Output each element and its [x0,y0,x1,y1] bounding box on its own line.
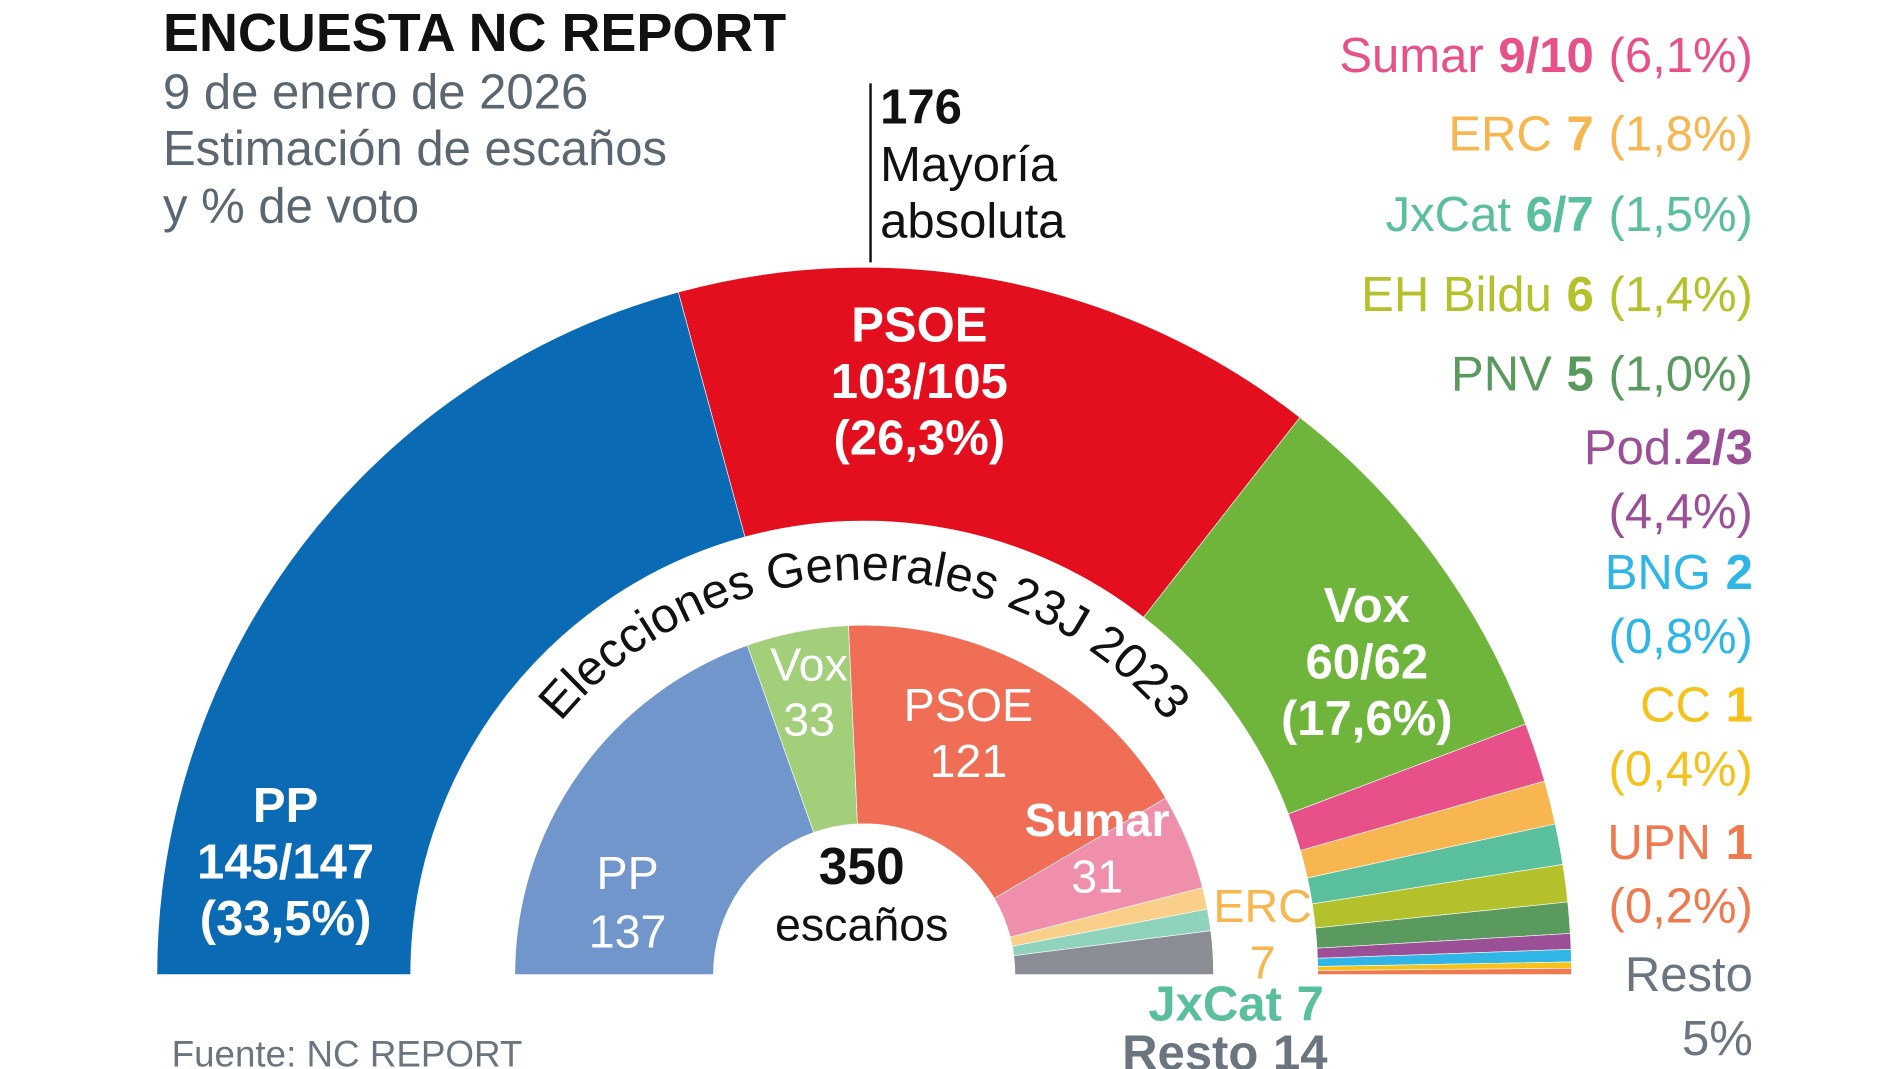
legend-pct: (0,4%) [1609,742,1753,796]
legend-name: Sumar [1339,29,1483,83]
legend-name: JxCat [1386,188,1512,242]
legend-pct: (6,1%) [1609,29,1753,83]
legend-seats: 5 [1567,348,1594,402]
legend-seats: 2/3 [1685,421,1753,475]
survey-segment [1143,416,1527,815]
legend-entry: Sumar 9/10 (6,1%) [1339,29,1753,83]
legend-rest-pct: 5% [1682,1012,1753,1066]
legend-rest: Resto [1625,948,1753,1002]
previous-label: JxCat 7 [1148,978,1323,1032]
segment-label: PSOE [851,299,987,353]
previous-name: JxCat [1148,978,1282,1032]
previous-name: Resto [1122,1027,1258,1069]
segment-label: (33,5%) [200,892,372,946]
previous-label: Vox [770,638,848,690]
legend-entry: Pod.2/3 [1584,421,1753,475]
legend-pct: (0,2%) [1609,880,1753,934]
majority-label: Mayoría [880,138,1058,192]
legend-seats: 6/7 [1526,188,1594,242]
legend-entry: BNG 2 [1605,546,1753,600]
majority-label: absoluta [880,194,1066,248]
majority-seats: 176 [880,80,962,134]
legend-name: Pod. [1584,421,1685,475]
legend-name: CC [1640,679,1711,733]
legend-entry: UPN 1 [1607,816,1752,870]
legend-name: UPN [1607,816,1711,870]
legend-entry: PNV 5 (1,0%) [1451,348,1753,402]
legend-entry: ERC 7 (1,8%) [1448,107,1753,161]
total-label: escaños [775,898,949,950]
previous-label: ERC [1213,880,1311,932]
legend-entry: JxCat 6/7 (1,5%) [1386,188,1753,242]
segment-label: Vox [1324,579,1410,633]
segment-label: 103/105 [831,355,1008,409]
previous-seats: 7 [1250,936,1276,988]
legend-seats: 1 [1726,679,1753,733]
previous-label: PSOE [904,679,1033,731]
segment-label: (17,6%) [1281,692,1453,746]
previous-seats: 14 [1273,1027,1328,1069]
legend-name: EH Bildu [1361,268,1552,322]
previous-label: PP [597,847,659,899]
subtitle: y % de voto [163,180,419,234]
source: Fuente: NC REPORT [172,1033,523,1069]
subtitle: Estimación de escaños [163,122,667,176]
legend-seats: 2 [1726,546,1753,600]
previous-segment [1013,930,1214,975]
previous-seats: 33 [783,694,835,746]
chart-title: ENCUESTA NC REPORT [163,3,786,63]
legend-pct: (0,8%) [1609,610,1753,664]
previous-segment [848,624,1167,899]
legend-pct: (1,5%) [1609,188,1753,242]
previous-segment [514,644,815,975]
previous-seats: 137 [589,906,667,958]
legend-seats: 1 [1726,816,1753,870]
legend-seats: 9/10 [1498,29,1593,83]
previous-seats: 31 [1071,850,1123,902]
legend-pct: (1,0%) [1609,348,1753,402]
previous-label: Sumar [1025,794,1170,846]
segment-label: 60/62 [1305,636,1428,690]
legend-entry: CC 1 [1640,679,1753,733]
legend-name: ERC [1448,107,1552,161]
previous-label: Resto 14 [1122,1027,1327,1069]
legend-pct: (1,4%) [1609,268,1753,322]
segment-label: PP [253,779,318,833]
segment-label: 145/147 [197,835,374,889]
survey-segment [156,291,746,975]
legend-entry: EH Bildu 6 (1,4%) [1361,268,1753,322]
survey-segment [1317,967,1572,975]
legend-name: BNG [1605,546,1711,600]
previous-seats: 7 [1297,978,1324,1032]
total-seats: 350 [819,837,905,895]
legend-seats: 6 [1567,268,1594,322]
legend-pct: (1,8%) [1609,107,1753,161]
segment-label: (26,3%) [834,411,1006,465]
survey-segment [677,267,1301,618]
legend-name: PNV [1451,348,1552,402]
previous-seats: 121 [930,735,1008,787]
subtitle: 9 de enero de 2026 [163,66,588,120]
legend-pct: (4,4%) [1609,485,1753,539]
legend-seats: 7 [1567,107,1594,161]
